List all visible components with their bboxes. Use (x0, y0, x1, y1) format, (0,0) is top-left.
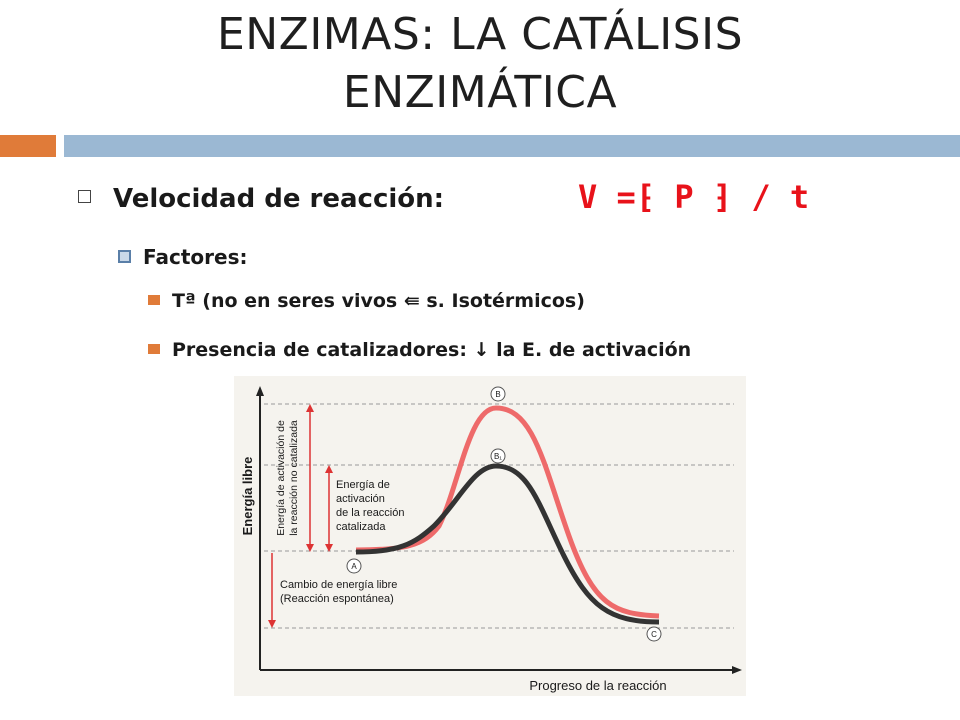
free-energy-label-line1: Cambio de energía libre (280, 579, 397, 591)
bracket-arrow-icon (306, 404, 314, 412)
bullet-box-icon (78, 190, 91, 203)
free-energy-label-line2: (Reacción espontánea) (280, 593, 394, 605)
bullet-square-icon (118, 250, 131, 263)
point-c-marker (646, 626, 662, 642)
title-line-2: ENZIMÁTICA (342, 67, 618, 118)
temperatura-text: Tª (no en seres vivos ⇚ s. Isotérmicos) (172, 290, 585, 312)
bracket-arrow-icon (325, 544, 333, 552)
point-b-label: B (495, 390, 500, 399)
bracket-arrow-icon (325, 465, 333, 473)
activation-energy-diagram: Energía libre Progreso de la reacción B … (234, 376, 746, 696)
point-b1-label: B₁ (494, 452, 502, 461)
factores-label: Factores: (143, 245, 248, 269)
point-a-marker (346, 558, 362, 574)
uncatalyzed-label-line2: la reacción no catalizada (288, 420, 300, 536)
point-b-marker (490, 386, 506, 402)
accent-bar-blue (64, 135, 960, 157)
x-axis-arrow-icon (732, 666, 742, 674)
accent-bar-orange (0, 135, 56, 157)
bullet-filled-square-icon (148, 294, 160, 305)
y-axis-arrow-icon (256, 386, 264, 396)
catalyzed-label-line4: catalizada (336, 521, 386, 533)
title-line-1: ENZIMAS: LA CATÁLISIS (216, 9, 744, 60)
bullet-filled-square-icon (148, 343, 160, 354)
velocity-formula: V =⁅ P ⁆ / t (578, 178, 810, 216)
uncatalyzed-label-line1: Energía de activación de (275, 420, 287, 536)
x-axis-label: Progreso de la reacción (529, 678, 666, 693)
point-c-label: C (651, 630, 657, 639)
catalyzed-label-line2: activación (336, 493, 385, 505)
catalizadores-text: Presencia de catalizadores: ↓ la E. de a… (172, 339, 692, 361)
point-a-label: A (351, 562, 357, 571)
velocidad-label: Velocidad de reacción: (113, 184, 445, 214)
bullet-factores: Factores: (118, 245, 247, 269)
diagram-background (234, 376, 746, 696)
catalyzed-curve (355, 463, 660, 625)
bullet-temperatura: Tª (no en seres vivos ⇚ s. Isotérmicos) (148, 290, 585, 312)
bullet-catalizadores: Presencia de catalizadores: ↓ la E. de a… (148, 339, 691, 361)
bracket-arrow-icon (268, 620, 276, 628)
uncatalyzed-curve (355, 405, 660, 619)
point-b1-marker (490, 448, 506, 464)
slide-title: ENZIMAS: LA CATÁLISIS ENZIMÁTICA (0, 6, 960, 122)
bullet-velocidad: Velocidad de reacción: (78, 184, 444, 214)
y-axis-label: Energía libre (240, 457, 255, 536)
bracket-arrow-icon (306, 544, 314, 552)
catalyzed-label-line3: de la reacción (336, 507, 405, 519)
catalyzed-label-line1: Energía de (336, 479, 390, 491)
